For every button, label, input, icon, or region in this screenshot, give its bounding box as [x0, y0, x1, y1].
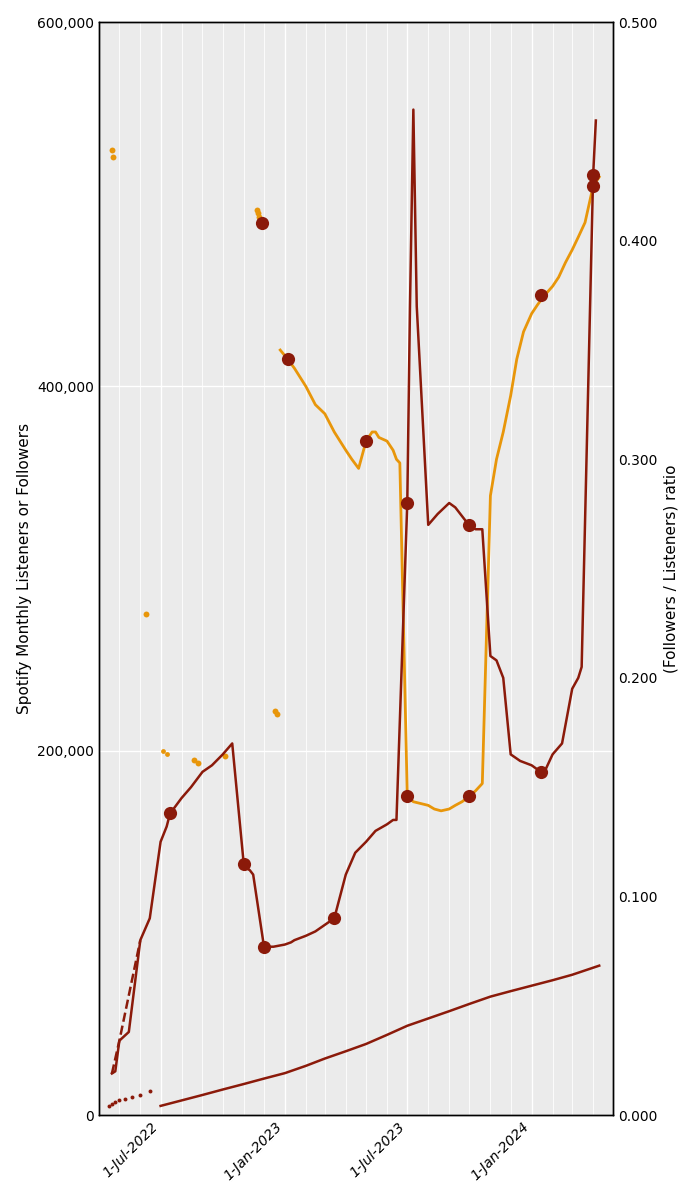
- Point: [402, 787, 413, 806]
- Point: [145, 1081, 156, 1100]
- Point: [251, 200, 262, 220]
- Point: [587, 166, 598, 185]
- Point: [256, 212, 268, 232]
- Point: [141, 605, 152, 624]
- Point: [256, 212, 268, 232]
- Point: [402, 493, 413, 512]
- Y-axis label: Spotify Monthly Listeners or Followers: Spotify Monthly Listeners or Followers: [17, 424, 32, 714]
- Point: [238, 854, 250, 874]
- Point: [110, 1093, 121, 1112]
- Point: [189, 750, 200, 769]
- Point: [165, 804, 176, 823]
- Point: [270, 701, 281, 720]
- Point: [120, 1090, 131, 1109]
- Point: [254, 208, 265, 227]
- Point: [361, 432, 372, 451]
- Point: [464, 787, 475, 806]
- Point: [587, 176, 598, 196]
- Point: [135, 1085, 146, 1104]
- Y-axis label: (Followers / Listeners) ratio: (Followers / Listeners) ratio: [663, 464, 678, 673]
- Point: [220, 746, 231, 766]
- Point: [259, 937, 270, 956]
- Point: [271, 704, 282, 724]
- Point: [255, 211, 266, 230]
- Point: [106, 140, 117, 160]
- Point: [161, 745, 172, 764]
- Point: [193, 754, 204, 773]
- Point: [114, 1091, 125, 1110]
- Point: [329, 908, 340, 928]
- Point: [103, 1097, 114, 1116]
- Point: [126, 1087, 138, 1106]
- Point: [108, 148, 119, 167]
- Point: [536, 286, 547, 305]
- Point: [464, 515, 475, 534]
- Point: [252, 204, 263, 223]
- Point: [106, 1094, 117, 1114]
- Point: [282, 349, 293, 368]
- Point: [536, 762, 547, 781]
- Point: [158, 742, 169, 761]
